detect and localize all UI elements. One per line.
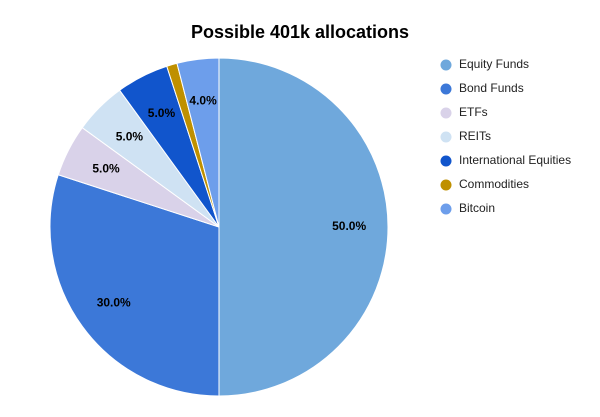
legend-label: Equity Funds — [459, 57, 529, 71]
pie-slice — [49, 174, 220, 397]
pie-slice — [218, 57, 389, 397]
slice-label: 4.0% — [189, 93, 217, 107]
legend-label: REITs — [459, 129, 491, 143]
slice-label: 5.0% — [92, 162, 120, 176]
legend-label: Bond Funds — [459, 81, 524, 95]
slice-label: 5.0% — [148, 106, 176, 120]
legend-marker — [440, 131, 452, 143]
legend-marker — [440, 179, 452, 191]
legend-marker — [440, 59, 452, 71]
legend-marker — [440, 155, 452, 167]
legend-label: Bitcoin — [459, 201, 495, 215]
legend-marker — [440, 83, 452, 95]
slice-label: 50.0% — [332, 219, 366, 233]
legend-label: ETFs — [459, 105, 488, 119]
legend-label: International Equities — [459, 153, 571, 167]
legend-marker — [440, 203, 452, 215]
slice-label: 30.0% — [97, 296, 131, 310]
chart-title: Possible 401k allocations — [191, 22, 409, 42]
legend-label: Commodities — [459, 177, 529, 191]
slice-label: 5.0% — [116, 130, 144, 144]
legend-marker — [440, 107, 452, 119]
pie-slice — [176, 57, 220, 228]
